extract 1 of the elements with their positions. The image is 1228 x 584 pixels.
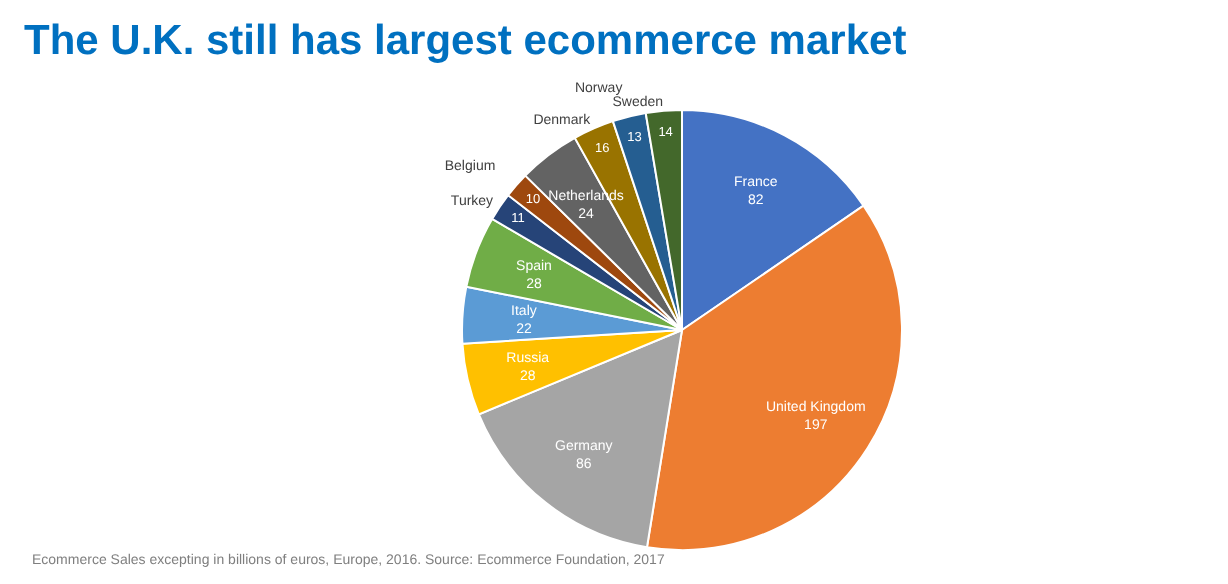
chart-title: The U.K. still has largest ecommerce market <box>24 16 909 68</box>
